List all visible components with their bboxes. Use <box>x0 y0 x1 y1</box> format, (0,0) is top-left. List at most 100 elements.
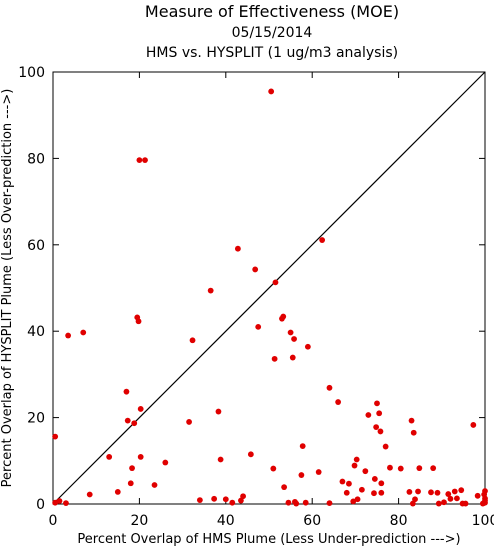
data-point <box>376 410 383 417</box>
data-point <box>142 157 148 164</box>
chart-title: Measure of Effectiveness (MOE) <box>145 2 399 21</box>
data-point <box>65 332 72 339</box>
y-tick-label: 80 <box>27 151 45 167</box>
data-point <box>189 337 196 344</box>
y-axis-label: Percent Overlap of HYSPLIT Plume (Less O… <box>0 89 15 488</box>
data-point <box>281 484 288 491</box>
data-point <box>377 428 384 435</box>
data-point <box>458 487 465 494</box>
data-point <box>186 419 192 425</box>
data-point <box>217 456 224 463</box>
data-point <box>428 489 434 496</box>
data-points <box>52 88 488 507</box>
data-point <box>151 482 158 488</box>
data-point <box>378 480 385 487</box>
data-point <box>482 488 488 494</box>
data-point <box>382 443 389 450</box>
data-point <box>56 498 63 504</box>
one-to-one-reference-line <box>52 71 486 505</box>
y-tick-label: 60 <box>27 238 45 254</box>
data-point <box>137 406 144 412</box>
x-axis-ticks: 0 20 40 60 80 100 <box>49 72 494 529</box>
data-point <box>343 489 350 496</box>
data-point <box>445 491 452 497</box>
data-point <box>211 495 218 502</box>
data-point <box>196 497 203 504</box>
data-point <box>462 500 469 507</box>
x-tick-label: 80 <box>390 513 408 529</box>
y-tick-label: 40 <box>27 324 45 340</box>
data-point <box>270 465 277 472</box>
data-point <box>52 433 59 440</box>
data-point <box>335 399 342 405</box>
data-point <box>378 489 385 496</box>
data-point <box>106 454 113 460</box>
data-point <box>397 465 404 472</box>
data-point <box>86 491 93 498</box>
data-point <box>353 456 360 463</box>
data-point <box>447 495 454 502</box>
data-point <box>454 495 460 502</box>
data-point <box>350 498 357 505</box>
data-point <box>272 279 279 286</box>
data-point <box>252 266 259 273</box>
data-point <box>129 465 135 472</box>
data-point <box>430 465 437 472</box>
x-tick-label: 0 <box>49 513 58 529</box>
data-point <box>287 329 294 336</box>
data-point <box>374 400 380 407</box>
y-axis-ticks: 0 20 40 60 80 100 <box>18 65 485 513</box>
data-point <box>240 493 246 500</box>
data-point <box>247 451 254 458</box>
data-point <box>229 499 236 506</box>
data-point <box>373 424 380 431</box>
chart-subtitle: HMS vs. HYSPLIT (1 ug/m3 analysis) <box>146 45 398 61</box>
data-point <box>238 497 244 504</box>
data-point <box>80 329 87 336</box>
data-point <box>215 408 222 415</box>
data-point <box>162 459 169 466</box>
data-point <box>302 499 309 506</box>
x-tick-label: 20 <box>130 513 148 529</box>
x-tick-label: 100 <box>472 513 494 529</box>
chart-date: 05/15/2014 <box>232 25 313 41</box>
data-point <box>387 464 393 471</box>
data-point <box>114 489 121 495</box>
data-point <box>482 497 488 504</box>
data-point <box>406 489 413 495</box>
data-point <box>285 499 292 506</box>
data-point <box>410 429 417 436</box>
data-point <box>136 157 143 164</box>
data-point <box>255 323 262 330</box>
data-point <box>415 488 421 495</box>
data-point <box>298 472 305 478</box>
data-point <box>131 420 138 427</box>
data-point <box>326 500 333 507</box>
data-point <box>339 478 346 485</box>
data-point <box>271 355 278 362</box>
x-axis-label: Percent Overlap of HMS Plume (Less Under… <box>77 532 460 547</box>
data-point <box>362 468 369 475</box>
data-point <box>451 488 458 495</box>
data-point <box>293 500 300 507</box>
data-point <box>416 465 423 472</box>
data-point <box>63 500 69 507</box>
data-point <box>470 422 477 428</box>
data-point <box>346 480 352 487</box>
data-point <box>280 313 287 320</box>
data-point <box>441 499 447 506</box>
data-point <box>354 496 361 503</box>
data-point <box>435 500 442 507</box>
data-point <box>315 469 322 475</box>
data-point <box>371 490 377 497</box>
data-point <box>326 384 333 391</box>
data-point <box>222 496 229 503</box>
data-point <box>412 496 418 503</box>
data-point <box>351 462 358 469</box>
data-point <box>123 388 130 395</box>
data-point <box>371 476 378 482</box>
data-point <box>268 88 275 95</box>
x-tick-label: 60 <box>303 513 321 529</box>
y-tick-label: 100 <box>18 65 45 81</box>
